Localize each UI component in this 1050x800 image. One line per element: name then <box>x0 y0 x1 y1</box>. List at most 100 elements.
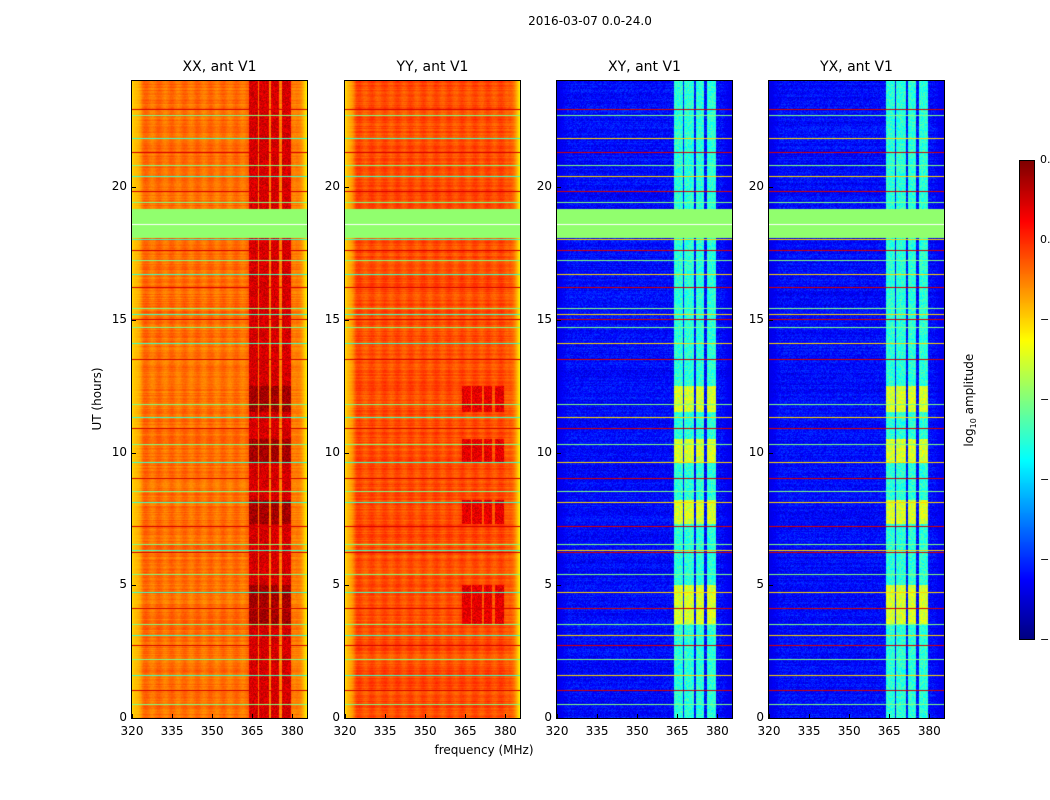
y-tick-label: 0 <box>544 710 552 724</box>
y-tick-label: 5 <box>332 577 340 592</box>
y-tick-mark <box>557 187 561 189</box>
y-tick-label: 5 <box>119 577 127 592</box>
x-tick-label: 335 <box>585 724 609 738</box>
panel-title: YY, ant V1 <box>396 59 469 75</box>
x-tick-mark <box>212 714 214 718</box>
y-tick-mark <box>345 187 349 189</box>
y-tick-label: 0 <box>332 710 340 724</box>
figure-title: 2016-03-07 0.0-24.0 <box>528 14 652 28</box>
y-tick-mark <box>769 452 773 454</box>
x-tick-label: 320 <box>757 724 781 738</box>
y-tick-mark <box>769 187 773 189</box>
x-tick-label: 365 <box>877 724 901 738</box>
x-tick-label: 335 <box>160 724 184 738</box>
panel-title: XX, ant V1 <box>182 59 257 75</box>
heatmap-image <box>132 81 307 718</box>
y-tick-mark <box>345 452 349 454</box>
y-tick-label: 0 <box>756 710 764 724</box>
y-tick-mark <box>132 452 136 454</box>
y-tick-label: 20 <box>536 179 552 194</box>
y-tick-mark <box>769 718 773 719</box>
x-tick-mark <box>637 714 639 718</box>
x-tick-label: 380 <box>917 724 941 738</box>
x-tick-mark <box>252 714 254 718</box>
x-tick-mark <box>809 714 811 718</box>
colorbar-label: log10 amplitude <box>962 340 978 460</box>
x-tick-label: 380 <box>705 724 729 738</box>
x-tick-label: 350 <box>625 724 649 738</box>
x-tick-mark <box>849 714 851 718</box>
x-tick-mark <box>889 714 891 718</box>
y-tick-mark <box>345 319 349 321</box>
colorbar-tick-label: −0.5 <box>1040 313 1050 326</box>
x-tick-mark <box>345 714 346 718</box>
y-tick-label: 10 <box>536 444 552 459</box>
x-tick-mark <box>132 714 133 718</box>
colorbar-tick-label: 0.0 <box>1040 233 1050 246</box>
colorbar <box>1019 160 1035 640</box>
x-tick-label: 380 <box>280 724 304 738</box>
x-tick-mark <box>557 714 558 718</box>
y-tick-mark <box>557 452 561 454</box>
colorbar-tick-label: −2.0 <box>1040 553 1050 566</box>
y-tick-mark <box>132 585 136 587</box>
colorbar-tick-label: −2.5 <box>1040 633 1050 646</box>
y-tick-label: 10 <box>748 444 764 459</box>
colorbar-label-main: log <box>961 428 976 447</box>
x-tick-mark <box>465 714 467 718</box>
x-tick-label: 320 <box>120 724 144 738</box>
y-tick-label: 10 <box>111 444 127 459</box>
y-tick-mark <box>769 319 773 321</box>
colorbar-label-subscript: 10 <box>969 418 979 429</box>
y-tick-label: 20 <box>111 179 127 194</box>
colorbar-tick-label: −1.5 <box>1040 473 1050 486</box>
colorbar-gradient <box>1020 161 1034 639</box>
x-tick-label: 380 <box>493 724 517 738</box>
y-tick-label: 15 <box>748 311 764 326</box>
y-tick-mark <box>345 585 349 587</box>
x-tick-mark <box>385 714 387 718</box>
x-tick-label: 320 <box>545 724 569 738</box>
y-tick-label: 10 <box>324 444 340 459</box>
x-tick-label: 365 <box>240 724 264 738</box>
y-tick-label: 20 <box>324 179 340 194</box>
colorbar-tick-label: 0.5 <box>1040 153 1050 166</box>
x-tick-mark <box>717 714 719 718</box>
x-tick-label: 365 <box>453 724 477 738</box>
y-tick-label: 15 <box>324 311 340 326</box>
y-tick-mark <box>769 585 773 587</box>
heatmap-panel-yx <box>768 80 945 719</box>
x-tick-label: 350 <box>837 724 861 738</box>
x-tick-mark <box>677 714 679 718</box>
heatmap-panel-xx <box>131 80 308 719</box>
y-tick-label: 5 <box>756 577 764 592</box>
x-tick-label: 335 <box>373 724 397 738</box>
colorbar-tick-label: −1.0 <box>1040 393 1050 406</box>
y-tick-mark <box>132 319 136 321</box>
x-axis-label: frequency (MHz) <box>434 743 534 757</box>
y-tick-mark <box>557 718 561 719</box>
heatmap-panel-xy <box>556 80 733 719</box>
x-tick-mark <box>929 714 931 718</box>
x-tick-mark <box>769 714 770 718</box>
x-tick-label: 320 <box>333 724 357 738</box>
x-tick-mark <box>172 714 174 718</box>
y-tick-label: 20 <box>748 179 764 194</box>
heatmap-image <box>345 81 520 718</box>
y-tick-label: 15 <box>111 311 127 326</box>
x-tick-mark <box>425 714 427 718</box>
panel-title: YX, ant V1 <box>820 59 893 75</box>
y-tick-label: 15 <box>536 311 552 326</box>
y-tick-mark <box>132 718 136 719</box>
y-axis-label: UT (hours) <box>90 367 104 431</box>
y-tick-mark <box>132 187 136 189</box>
x-tick-mark <box>505 714 507 718</box>
y-tick-mark <box>345 718 349 719</box>
x-tick-label: 365 <box>665 724 689 738</box>
heatmap-image <box>769 81 944 718</box>
colorbar-label-rest: amplitude <box>961 353 976 419</box>
y-tick-mark <box>557 585 561 587</box>
heatmap-image <box>557 81 732 718</box>
y-tick-label: 5 <box>544 577 552 592</box>
x-tick-mark <box>292 714 294 718</box>
